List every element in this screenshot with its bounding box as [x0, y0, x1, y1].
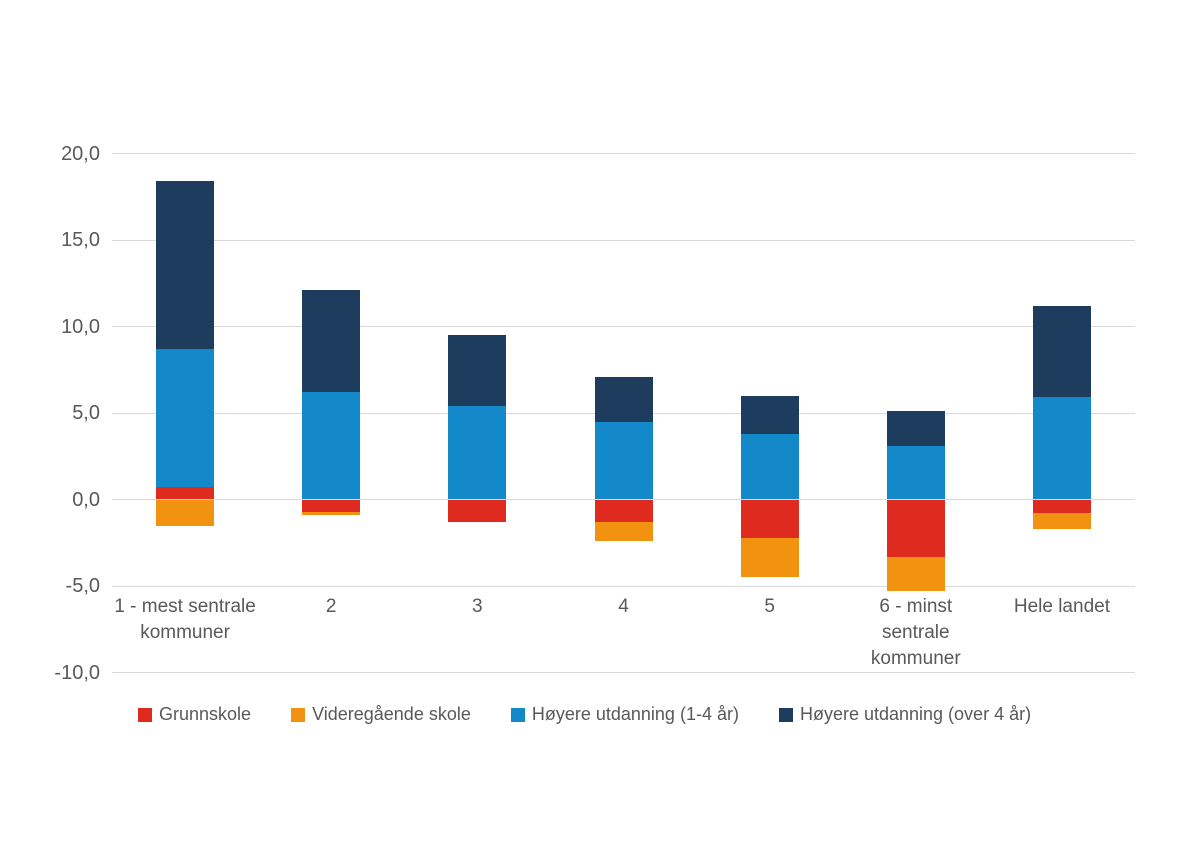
bar-segment [1032, 397, 1091, 500]
bar-segment [594, 376, 653, 422]
gridline [112, 239, 1135, 241]
x-axis-category-label: 2 [325, 596, 337, 617]
x-axis-category-label: 3 [472, 596, 483, 617]
bar-segment [886, 499, 945, 557]
gridline [112, 585, 1135, 587]
bar-segment [448, 335, 507, 406]
y-axis-tick-label: 10,0 [61, 315, 100, 338]
bar-segment [448, 406, 507, 500]
legend-swatch-icon [138, 707, 152, 722]
bar-segment [1032, 499, 1091, 514]
gridline [112, 326, 1135, 327]
legend-label: Høyere utdanning (1-4 år) [531, 704, 739, 724]
y-axis-tick-label: 20,0 [61, 142, 100, 165]
bar-segment [594, 522, 653, 541]
y-axis-tick-label: -10,0 [54, 661, 100, 684]
x-axis-category-label: Hele landet [1013, 596, 1110, 617]
bar-segment [302, 511, 361, 516]
bar-segment [302, 392, 361, 500]
bar-segment [302, 290, 361, 393]
bar-segment [1032, 513, 1091, 529]
legend-item: Videregående skole [291, 704, 471, 725]
gridline [112, 153, 1135, 154]
legend-label: Grunnskole [159, 704, 252, 724]
bar-segment [886, 445, 945, 500]
bar-segment [594, 421, 653, 500]
bar-segment [740, 395, 799, 434]
legend-item: Grunnskole [138, 704, 251, 725]
legend-label: Høyere utdanning (over 4 år) [799, 704, 1032, 724]
bar-segment [740, 499, 799, 538]
bar-segment [156, 181, 215, 349]
bar-segment [594, 499, 653, 522]
bar-segment [886, 411, 945, 446]
legend-item: Høyere utdanning (over 4 år) [778, 704, 1032, 725]
bar-segment [1032, 305, 1091, 398]
x-axis-category-label: 5 [764, 596, 775, 617]
y-axis-tick-label: 5,0 [72, 402, 100, 424]
y-axis-tick-label: 15,0 [61, 229, 100, 251]
bar-segment [886, 556, 945, 592]
legend-item: Høyere utdanning (1-4 år) [510, 704, 739, 725]
gridline [112, 672, 1135, 673]
legend-swatch-icon [778, 707, 793, 722]
chart-legend: Grunnskole Videregående skole Høyere utdan… [138, 704, 1031, 725]
y-axis-tick-label: 0,0 [72, 488, 100, 511]
legend-swatch-icon [291, 707, 306, 722]
bar-segment [156, 499, 215, 526]
bar-segment [740, 537, 799, 578]
x-axis-category-label: 1 - mest sentrale kommuner [114, 596, 256, 643]
bar-segment [156, 349, 215, 488]
y-axis-tick-label: -5,0 [65, 575, 100, 597]
legend-label: Videregående skole [312, 704, 471, 724]
bar-segment [156, 487, 215, 500]
x-axis-category-label: 4 [618, 596, 629, 617]
legend-swatch-icon [510, 707, 525, 722]
bar-segment [448, 499, 507, 522]
x-axis-category-label: 6 - minst sentrale kommuner [870, 596, 961, 669]
bar-segment [302, 499, 361, 512]
bar-segment [740, 433, 799, 500]
